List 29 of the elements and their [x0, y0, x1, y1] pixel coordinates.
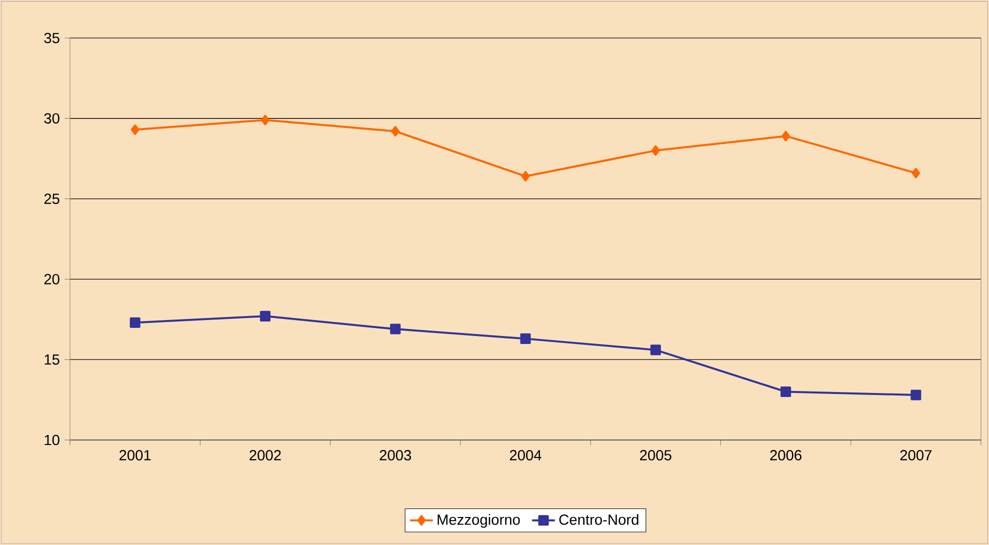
y-tick-label: 35 [44, 32, 60, 44]
x-tick-label: 2001 [119, 450, 151, 460]
y-tick-label: 30 [44, 113, 60, 124]
point [780, 386, 792, 398]
point [130, 124, 140, 135]
y-tick-label: 25 [44, 194, 60, 204]
x-tick-label: 2006 [770, 450, 802, 460]
point [130, 317, 140, 328]
x-tick-label: 2007 [900, 450, 932, 460]
point [260, 310, 270, 322]
point [651, 145, 660, 156]
legend-label: Centro-Nord [559, 514, 638, 525]
x-tick-label: 2004 [510, 450, 542, 460]
point [782, 130, 790, 142]
y-tick-label: 20 [44, 274, 60, 284]
y-tick-label: 10 [44, 434, 60, 446]
x-tick-label: 2002 [250, 450, 281, 460]
point [521, 171, 530, 182]
x-tick-label: 2003 [380, 450, 412, 460]
x-tick-label: 2005 [640, 450, 672, 460]
point [390, 324, 401, 334]
y-tick-label: 15 [44, 354, 60, 365]
point [910, 390, 922, 400]
point [391, 126, 400, 137]
legend-label: Mezzogiorno [438, 514, 520, 528]
point [912, 168, 920, 178]
point [650, 344, 661, 356]
point [261, 114, 270, 126]
point [520, 333, 531, 344]
